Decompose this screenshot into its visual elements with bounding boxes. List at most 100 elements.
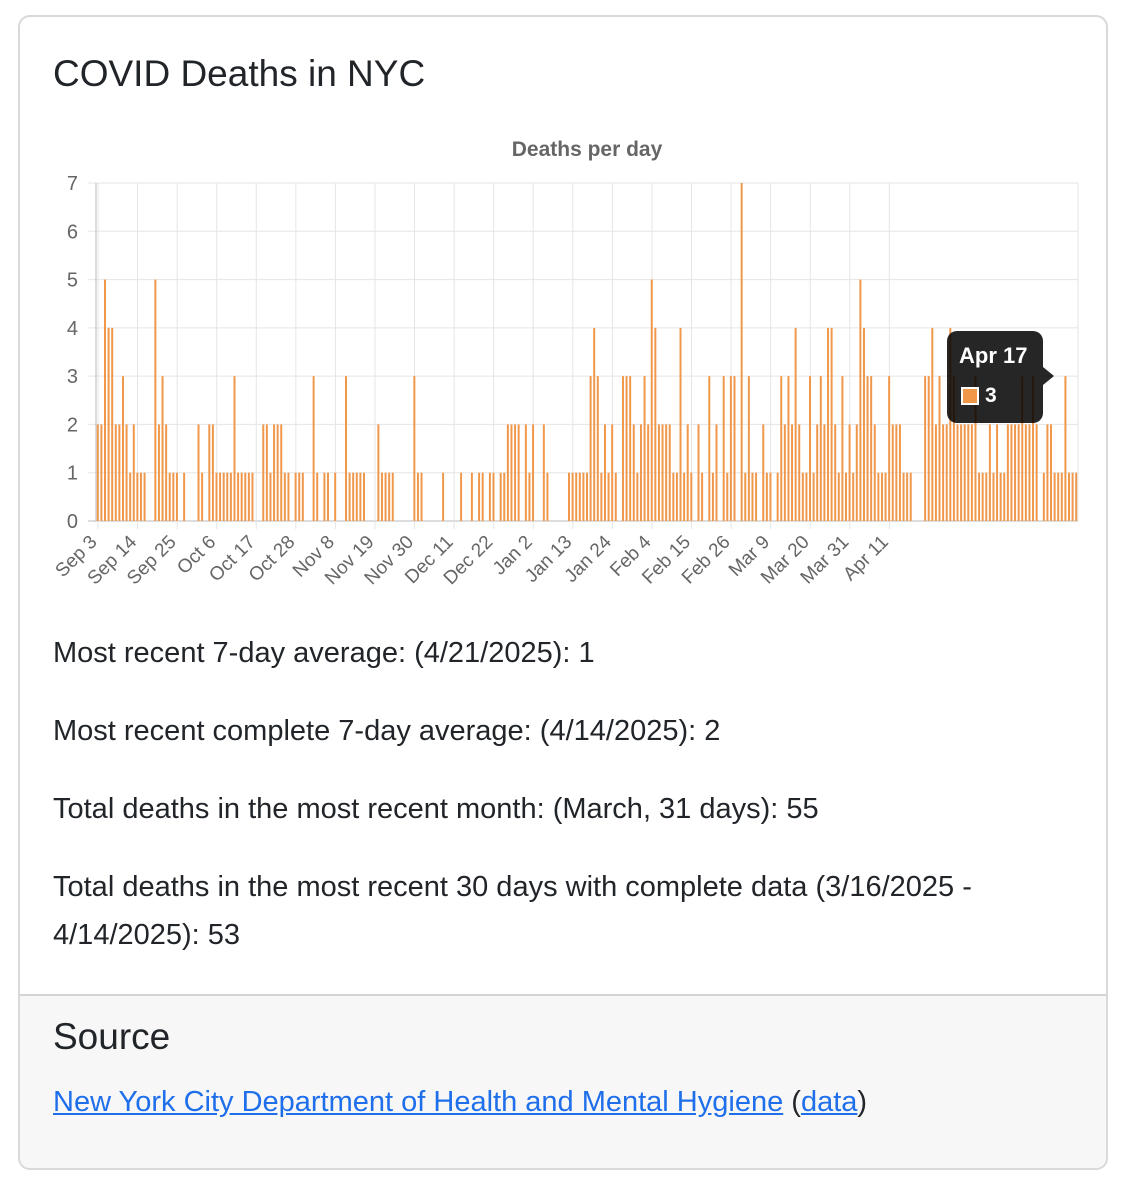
bar xyxy=(183,472,186,521)
bar xyxy=(837,472,840,521)
paren-open: ( xyxy=(791,1086,801,1118)
bar xyxy=(348,472,351,521)
bar xyxy=(237,472,240,521)
bar xyxy=(114,424,117,521)
bar xyxy=(506,424,509,521)
bar xyxy=(222,472,225,521)
bar xyxy=(118,424,121,521)
bar xyxy=(165,424,168,521)
bar xyxy=(600,472,603,521)
bar xyxy=(827,327,829,521)
bar xyxy=(643,376,646,521)
bar xyxy=(208,424,211,521)
bar xyxy=(247,472,250,521)
bar xyxy=(607,472,610,521)
bar xyxy=(791,424,794,521)
bar xyxy=(586,472,588,521)
bar xyxy=(460,472,463,521)
bar xyxy=(1010,424,1013,521)
bar xyxy=(942,424,945,521)
bar xyxy=(625,376,628,521)
bar xyxy=(902,472,905,521)
bar xyxy=(589,376,592,521)
bar xyxy=(301,472,304,521)
bar xyxy=(157,424,160,521)
bar xyxy=(104,279,106,521)
bar xyxy=(816,424,819,521)
bar xyxy=(488,472,491,521)
dohmh-link[interactable]: New York City Department of Health and M… xyxy=(53,1086,784,1118)
bar xyxy=(1014,424,1017,521)
bar xyxy=(1003,472,1006,521)
bar xyxy=(657,424,660,521)
bar xyxy=(201,472,204,521)
bar xyxy=(999,472,1002,521)
bar xyxy=(481,472,484,521)
bar xyxy=(359,472,362,521)
bar xyxy=(546,472,549,521)
bar xyxy=(172,472,175,521)
bar xyxy=(542,424,545,521)
tooltip-color-swatch xyxy=(961,387,979,405)
bar xyxy=(100,424,103,521)
bar xyxy=(830,327,833,521)
bar xyxy=(844,472,847,521)
bar xyxy=(380,472,383,521)
bar xyxy=(809,376,812,521)
bar xyxy=(1064,376,1067,521)
bar xyxy=(276,424,279,521)
bar xyxy=(974,376,977,521)
bar xyxy=(1060,472,1063,521)
bar xyxy=(665,424,668,521)
chart-tooltip: Apr 17 3 xyxy=(947,331,1054,423)
y-tick-label: 7 xyxy=(67,173,78,195)
bar xyxy=(740,183,743,521)
bar xyxy=(787,376,790,521)
bar xyxy=(132,424,135,521)
bar xyxy=(909,472,912,521)
bar xyxy=(668,424,671,521)
bar xyxy=(801,472,804,521)
card-title: COVID Deaths in NYC xyxy=(53,53,426,94)
bar xyxy=(762,424,765,521)
bar xyxy=(1035,424,1038,521)
bar xyxy=(701,472,704,521)
bar xyxy=(1017,424,1020,521)
paren-close: ) xyxy=(857,1086,868,1118)
bar xyxy=(744,472,747,521)
bar xyxy=(226,472,229,521)
bar xyxy=(1028,424,1031,521)
bar xyxy=(783,424,786,521)
month-total: Total deaths in the most recent month: (… xyxy=(53,793,819,825)
bar xyxy=(345,376,347,521)
bar xyxy=(722,376,725,521)
bar xyxy=(568,472,571,521)
data-link[interactable]: data xyxy=(800,1086,858,1118)
bar xyxy=(355,472,358,521)
bar xyxy=(323,472,326,521)
bar xyxy=(855,424,858,521)
bar xyxy=(981,472,984,521)
bar xyxy=(888,376,891,521)
y-tick-label: 4 xyxy=(67,318,78,340)
bar xyxy=(524,424,527,521)
bar xyxy=(528,472,531,521)
bar xyxy=(891,424,894,521)
bar xyxy=(578,472,581,521)
bar xyxy=(841,376,844,521)
bar xyxy=(143,472,146,521)
bar xyxy=(970,424,973,521)
bar xyxy=(949,327,952,521)
bar xyxy=(895,424,898,521)
bar xyxy=(751,472,754,521)
bar xyxy=(269,472,272,521)
y-tick-label: 1 xyxy=(67,463,78,485)
bar xyxy=(280,424,283,521)
bar xyxy=(683,472,686,521)
bar xyxy=(312,376,315,521)
bar xyxy=(391,472,394,521)
bar xyxy=(492,472,495,521)
bar xyxy=(388,472,391,521)
bar xyxy=(639,424,642,521)
